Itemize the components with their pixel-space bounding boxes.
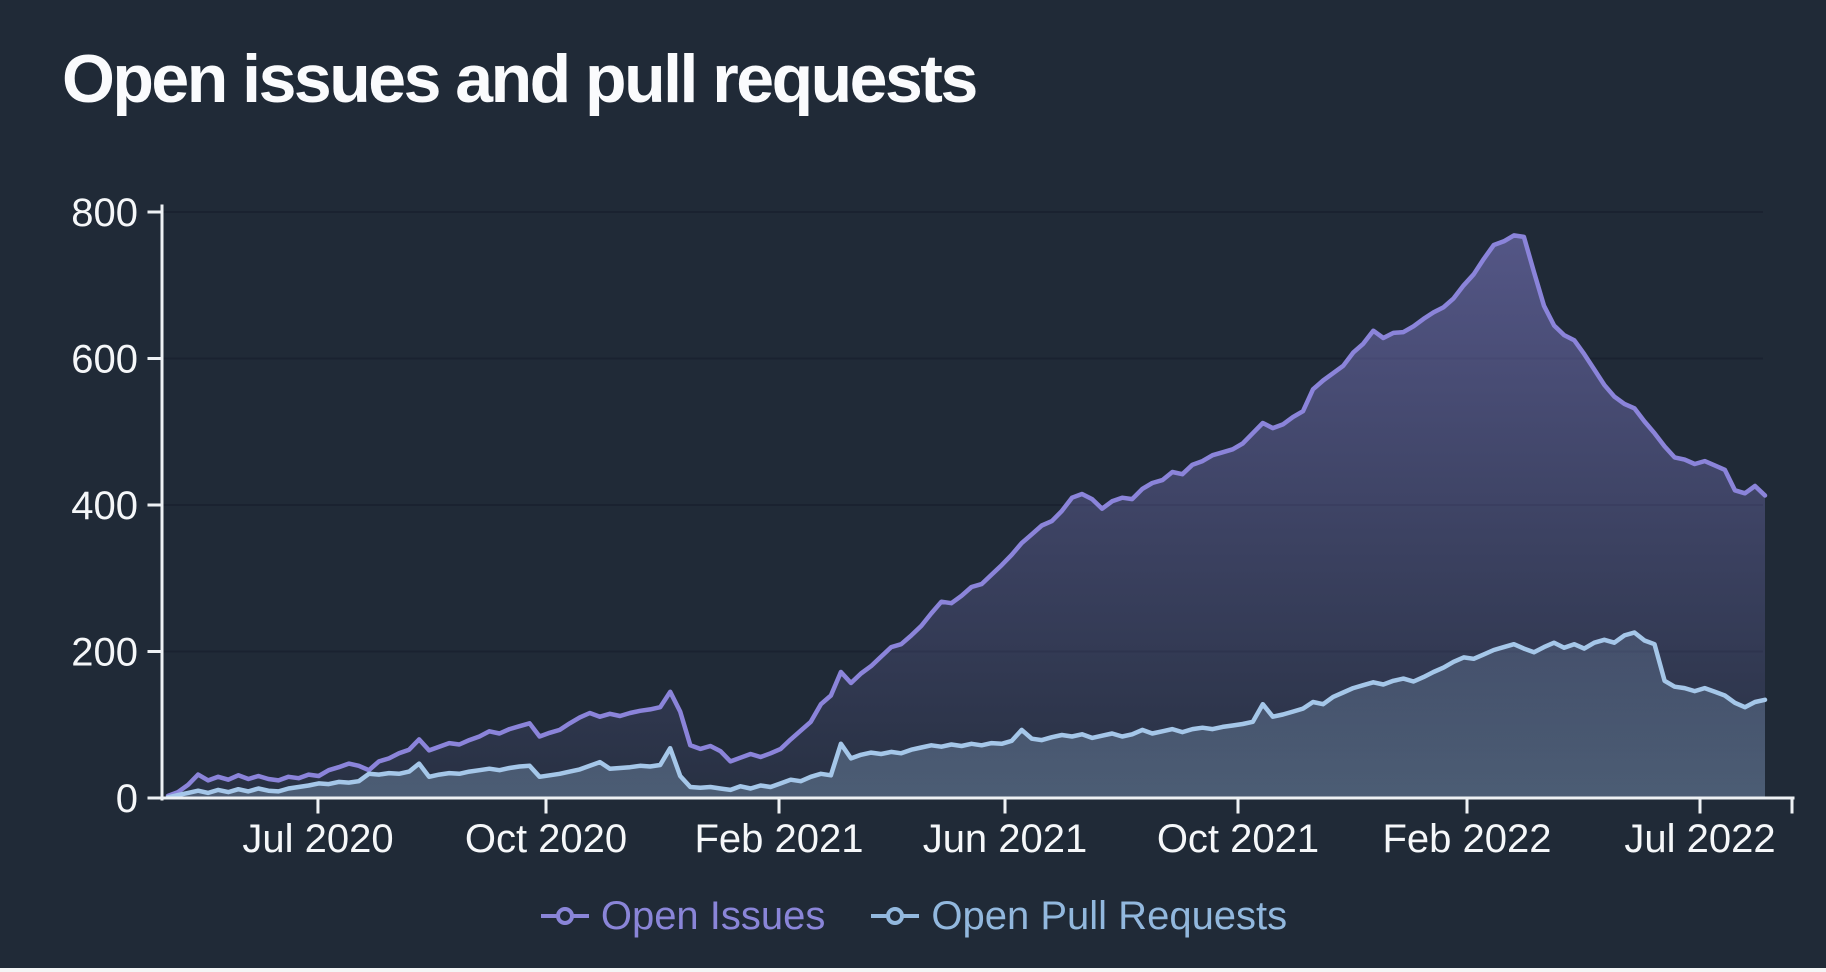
bottom-edge-strip [0,968,1826,972]
x-tick-label-jul-2020: Jul 2020 [242,817,393,861]
y-tick-label-400: 400 [71,484,138,528]
x-tick-label-feb-2022: Feb 2022 [1382,817,1551,861]
x-tick-label-oct-2021: Oct 2021 [1157,817,1319,861]
y-tick-label-0: 0 [116,777,138,821]
legend-label-open-pull-requests: Open Pull Requests [931,894,1288,938]
x-tick-label-jun-2021: Jun 2021 [923,817,1088,861]
y-tick-label-800: 800 [71,191,138,235]
open-pull-requests-legend-marker-icon [871,907,920,925]
legend-item-open-pull-requests[interactable]: Open Pull Requests [869,896,1287,936]
legend-label-open-issues: Open Issues [600,894,826,938]
y-tick-label-200: 200 [71,631,138,675]
page-title: Open issues and pull requests [62,41,978,117]
open-issues-line [165,233,1768,799]
series-areas [168,235,1765,798]
open-issues-area [168,235,1765,798]
x-tick-label-jul-2022: Jul 2022 [1624,817,1775,861]
axis-tick-labels: 0 200 400 600 800 Jul 2020 Oct 2020 Feb 2021 Jun… [71,191,1775,861]
open-pull-requests-line [165,630,1768,800]
open-pull-requests-area [168,632,1765,798]
open-issues-legend-marker-icon [540,907,589,925]
legend-item-open-issues[interactable]: Open Issues [539,894,826,938]
x-tick-label-oct-2020: Oct 2020 [465,817,627,861]
x-tick-label-feb-2021: Feb 2021 [694,817,863,861]
axes [147,204,1795,814]
legend: Open Issues Open Pull Requests [0,896,1826,936]
series-lines [165,233,1768,800]
y-tick-label-600: 600 [71,338,138,382]
